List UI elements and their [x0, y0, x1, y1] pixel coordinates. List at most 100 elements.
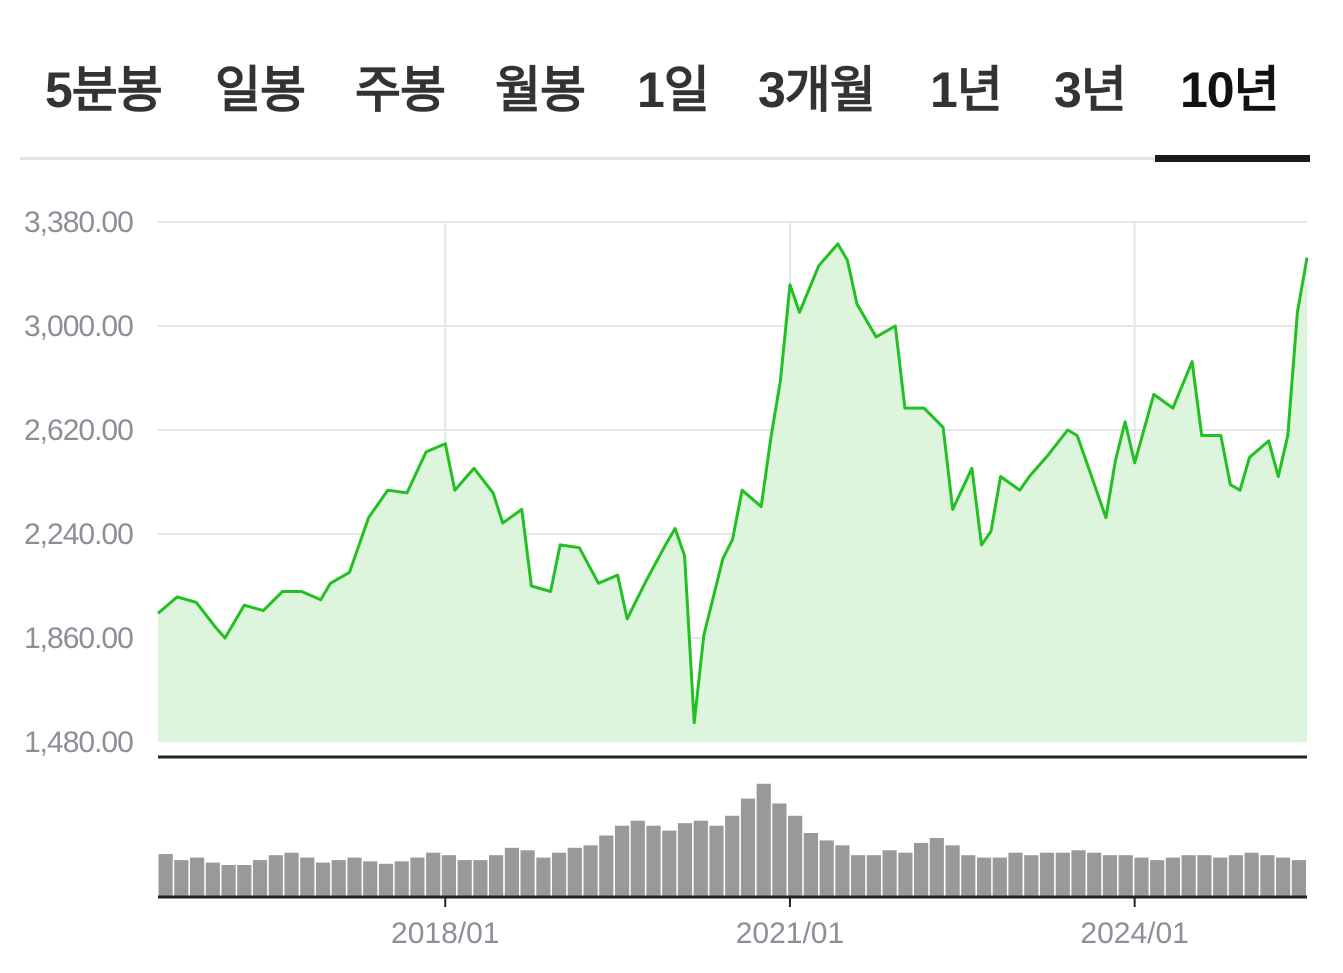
y-tick-label: 2,620.00 — [24, 414, 133, 447]
volume-bar — [1228, 855, 1243, 897]
volume-bar — [1291, 860, 1306, 897]
volume-bar — [426, 852, 441, 897]
tab-1day[interactable]: 1일 — [637, 62, 710, 118]
tab-5min-candle[interactable]: 5분봉 — [45, 62, 163, 118]
volume-bar — [756, 783, 771, 897]
volume-bar — [1181, 855, 1196, 897]
axes — [158, 755, 1307, 907]
x-tick-label: 2018/01 — [391, 917, 499, 950]
volume-bar — [268, 855, 283, 897]
volume-bar — [489, 855, 504, 897]
volume-bar — [1008, 852, 1023, 897]
volume-bar — [410, 857, 425, 897]
volume-bar — [1213, 857, 1228, 897]
volume-bar — [441, 855, 456, 897]
index-chart: 3,380.00 3,000.00 2,620.00 2,240.00 1,860.00… — [24, 206, 1309, 950]
price-area — [157, 242, 1309, 742]
volume-bar — [599, 835, 614, 897]
tab-weekly-candle[interactable]: 주봉 — [355, 62, 446, 118]
volume-bar — [646, 825, 661, 897]
volume-bar — [1024, 855, 1039, 897]
volume-bar — [898, 852, 913, 897]
volume-bar — [851, 855, 866, 897]
tab-3month[interactable]: 3개월 — [758, 62, 876, 118]
volume-bar — [473, 860, 488, 897]
volume-bar — [882, 850, 897, 897]
volume-bar — [284, 852, 299, 897]
volume-bar — [945, 845, 960, 897]
volume-bar — [205, 862, 220, 897]
volume-bar — [300, 857, 315, 897]
y-tick-label: 3,000.00 — [24, 310, 133, 343]
volume-bar — [914, 842, 929, 897]
volume-bar — [504, 847, 519, 897]
volume-bar — [630, 820, 645, 897]
volume-bar — [1102, 855, 1118, 897]
volume-bar — [221, 865, 236, 897]
volume-bar — [1165, 857, 1180, 897]
tab-10year[interactable]: 10년 — [1180, 62, 1280, 118]
price-line — [157, 242, 1309, 725]
volume-bar — [315, 862, 331, 897]
tab-1year[interactable]: 1년 — [930, 62, 1003, 118]
volume-bar — [536, 857, 551, 897]
volume-bar — [1276, 857, 1291, 897]
tab-active-indicator — [1155, 155, 1310, 162]
volume-bar — [347, 857, 362, 897]
volume-bar — [866, 855, 881, 897]
volume-bar — [803, 833, 818, 897]
volume-bar — [1197, 855, 1212, 897]
volume-bar — [190, 857, 205, 897]
tab-divider — [20, 157, 1310, 160]
price-area-fill — [158, 243, 1307, 742]
volume-bar — [725, 815, 740, 897]
volume-bar — [709, 825, 724, 897]
volume-bar — [331, 860, 346, 897]
period-tab-bar: 5분봉 일봉 주봉 월봉 1일 3개월 1년 3년 10년 — [20, 0, 1310, 162]
volume-bar — [520, 850, 535, 897]
volume-bar — [615, 825, 630, 897]
volume-bar — [1260, 855, 1275, 897]
volume-bar — [457, 860, 472, 897]
y-tick-label: 1,480.00 — [24, 726, 133, 759]
volume-bar — [977, 857, 992, 897]
x-tick-labels: 2018/01 2021/01 2024/01 — [391, 917, 1189, 950]
volume-bar — [174, 860, 189, 897]
tab-3year[interactable]: 3년 — [1054, 62, 1127, 118]
volume-bar — [567, 847, 582, 897]
y-tick-labels: 3,380.00 3,000.00 2,620.00 2,240.00 1,860.00… — [24, 206, 134, 759]
x-tick-label: 2021/01 — [736, 917, 844, 950]
volume-bar — [394, 861, 409, 897]
volume-bar — [835, 845, 850, 897]
volume-bar — [363, 861, 378, 897]
volume-bar — [693, 820, 708, 897]
volume-bar — [662, 830, 677, 897]
volume-bar — [1150, 860, 1165, 897]
volume-bars — [158, 783, 1306, 897]
volume-bar — [819, 840, 834, 897]
volume-bar — [1071, 850, 1086, 897]
y-tick-label: 1,860.00 — [24, 622, 133, 655]
tab-monthly-candle[interactable]: 월봉 — [495, 62, 586, 118]
volume-bar — [1244, 852, 1259, 897]
y-tick-label: 3,380.00 — [24, 206, 133, 239]
y-tick-label: 2,240.00 — [24, 518, 133, 551]
tab-daily-candle[interactable]: 일봉 — [215, 62, 306, 118]
volume-bar — [1087, 852, 1102, 897]
volume-bar — [1039, 852, 1055, 897]
volume-bar — [237, 865, 252, 897]
volume-bar — [552, 852, 567, 897]
volume-bar — [1134, 857, 1149, 897]
volume-bar — [788, 815, 803, 897]
volume-bar — [677, 823, 693, 897]
volume-bar — [583, 845, 598, 897]
volume-bar — [929, 838, 944, 897]
volume-bar — [992, 857, 1007, 897]
volume-bar — [740, 798, 756, 897]
volume-bar — [378, 863, 394, 897]
volume-bar — [1055, 852, 1070, 897]
volume-bar — [961, 855, 976, 897]
volume-bar — [1118, 855, 1133, 897]
volume-bar — [772, 803, 787, 897]
x-tick-label: 2024/01 — [1080, 917, 1188, 950]
